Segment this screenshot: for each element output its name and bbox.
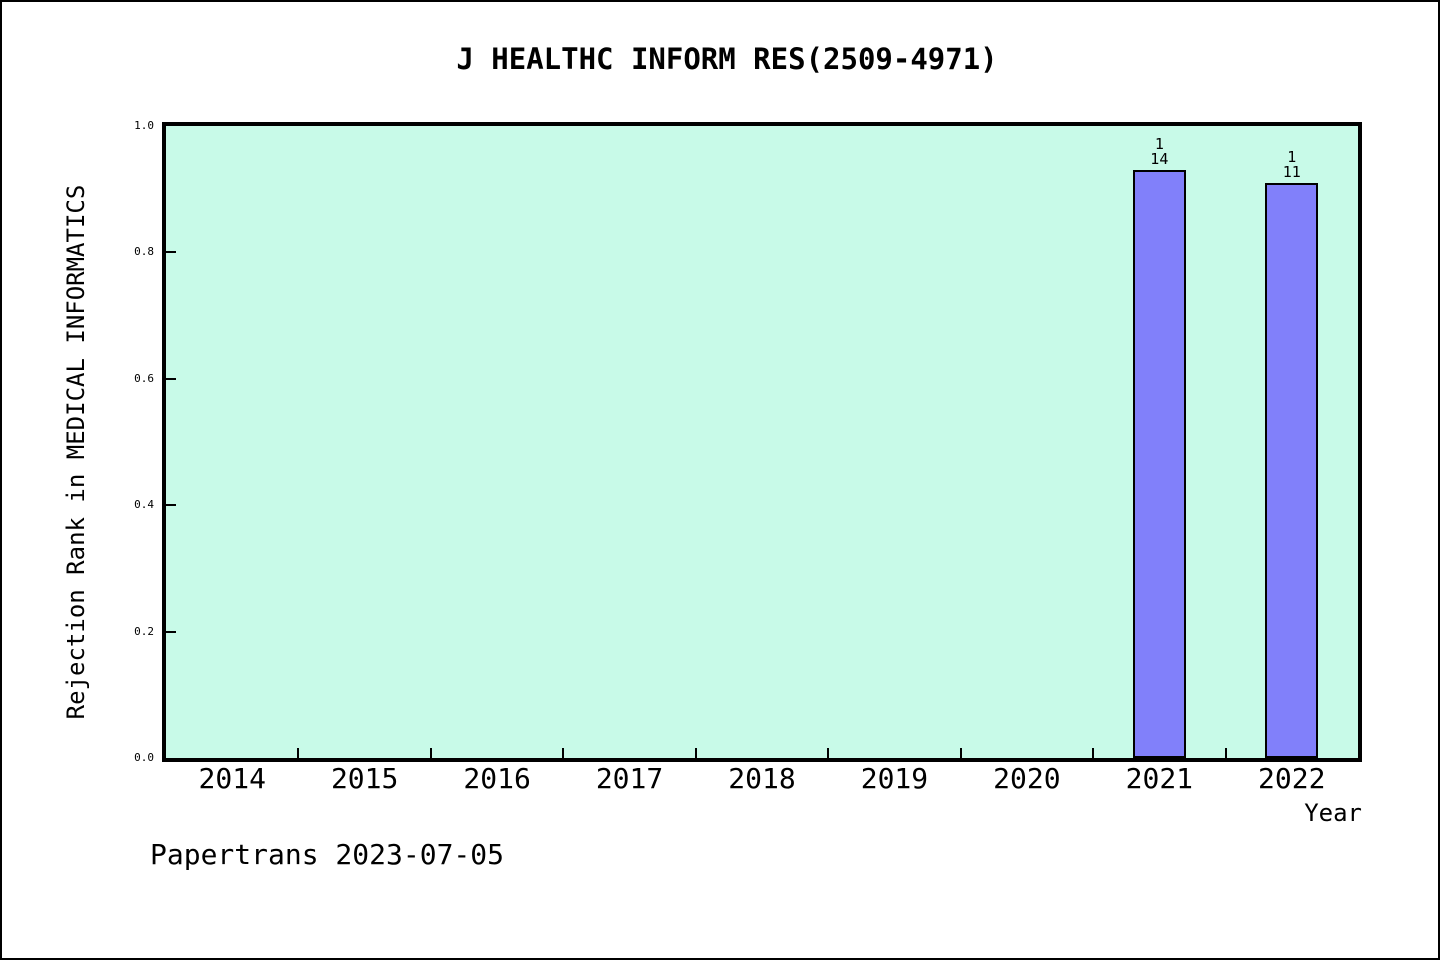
x-tick — [297, 748, 300, 758]
bar-annotation-2022: 1 11 — [1282, 147, 1301, 181]
y-tick-label: 0.4 — [134, 498, 154, 512]
bar-2022 — [1265, 182, 1319, 758]
chart-title: J HEALTHC INFORM RES(2509-4971) — [456, 42, 998, 76]
y-tick-label: 0.6 — [134, 371, 154, 385]
x-tick — [827, 748, 830, 758]
x-tick — [959, 748, 962, 758]
y-tick-label: 0.0 — [134, 751, 154, 764]
x-tick-label: 2015 — [330, 762, 399, 795]
x-tick-label: 2022 — [1258, 762, 1326, 795]
x-tick-label: 2019 — [860, 762, 929, 795]
x-tick — [1224, 748, 1227, 758]
y-tick-label: 0.2 — [134, 624, 154, 638]
x-tick-label: 2018 — [728, 762, 796, 795]
plot-inner: 1 14 1 11 — [166, 126, 1358, 758]
y-tick — [166, 630, 176, 633]
y-tick — [166, 504, 176, 507]
bar-annotation-2021: 1 14 — [1150, 135, 1169, 169]
x-tick — [562, 748, 565, 758]
y-axis-title: Rejection Rank in MEDICAL INFORMATICS — [62, 184, 90, 720]
bar-2021 — [1132, 170, 1186, 758]
x-tick — [1092, 748, 1095, 758]
x-tick — [429, 748, 432, 758]
x-tick-label: 2017 — [595, 762, 664, 795]
y-tick-label: 1.0 — [134, 119, 154, 132]
x-axis-title: Year — [1304, 799, 1362, 827]
y-tick-label: 0.8 — [134, 245, 154, 259]
x-tick — [694, 748, 697, 758]
plot-area: 1 14 1 11 — [162, 122, 1362, 762]
x-tick-label: 2016 — [463, 762, 531, 795]
y-tick — [166, 377, 176, 380]
x-tick-label: 2020 — [993, 762, 1061, 795]
x-tick-label: 2014 — [198, 762, 266, 795]
y-tick — [166, 251, 176, 254]
x-tick-label: 2021 — [1125, 762, 1194, 795]
footer-text: Papertrans 2023-07-05 — [150, 838, 505, 871]
